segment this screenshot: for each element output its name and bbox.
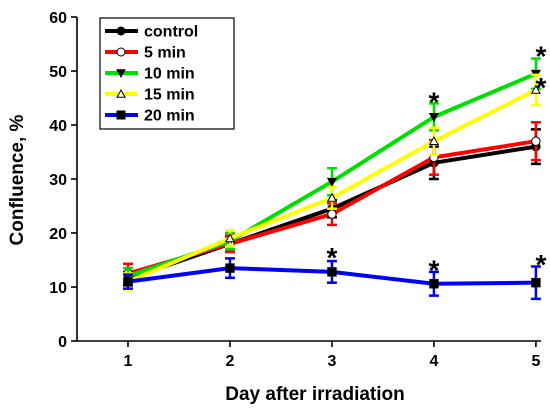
legend-marker <box>116 26 126 36</box>
series-group <box>122 57 541 301</box>
y-tick-label: 50 <box>49 64 67 81</box>
data-point <box>225 263 235 273</box>
legend-marker <box>116 69 126 79</box>
significance-star: * <box>535 249 546 280</box>
x-tick-label: 4 <box>429 353 438 370</box>
data-point <box>530 84 541 94</box>
significance-star: * <box>428 87 439 118</box>
legend-label: control <box>144 24 198 41</box>
data-point <box>531 136 541 146</box>
legend-item-control: control <box>105 24 198 41</box>
series-15-min <box>122 73 541 291</box>
data-point <box>429 279 439 289</box>
legend-label: 5 min <box>144 45 186 62</box>
y-tick-label: 30 <box>49 172 67 189</box>
legend-label: 15 min <box>144 87 195 104</box>
y-tick-label: 60 <box>49 10 67 27</box>
data-point <box>327 209 337 219</box>
data-point <box>224 233 236 243</box>
significance-star: * <box>535 41 546 72</box>
x-tick-label: 5 <box>531 353 540 370</box>
legend-label: 10 min <box>144 66 195 83</box>
data-point <box>326 177 337 187</box>
significance-star: * <box>428 255 439 286</box>
legend-item-5-min: 5 min <box>105 45 186 62</box>
annotations: ****** <box>326 41 546 286</box>
y-axis-label: Confluence, % <box>7 114 28 245</box>
legend-item-10-min: 10 min <box>105 66 195 83</box>
legend-label: 20 min <box>144 108 195 125</box>
y-tick-label: 10 <box>49 280 67 297</box>
legend-item-15-min: 15 min <box>105 87 195 104</box>
x-tick-label: 2 <box>226 353 235 370</box>
y-tick-label: 40 <box>49 118 67 135</box>
x-tick-label: 1 <box>124 353 133 370</box>
series-20-min <box>122 257 541 301</box>
data-point <box>428 113 439 123</box>
legend-marker <box>116 88 126 98</box>
axes: 0 10 20 30 40 50 60 1 2 3 4 5 <box>49 10 541 370</box>
data-point <box>531 277 541 288</box>
significance-star: * <box>326 242 337 273</box>
legend: control 5 min 10 min 15 min 20 min <box>99 17 235 130</box>
x-axis-label: Day after irradiation <box>225 384 405 405</box>
y-tick-label: 0 <box>58 334 67 351</box>
data-point <box>327 267 337 277</box>
y-tick-label: 20 <box>49 226 67 243</box>
data-point <box>428 135 439 146</box>
significance-star: * <box>535 72 546 103</box>
x-tick-label: 3 <box>327 353 336 370</box>
data-point <box>123 276 133 287</box>
legend-item-20-min: 20 min <box>105 108 195 125</box>
legend-marker <box>116 110 126 120</box>
legend-marker <box>116 47 126 57</box>
data-point <box>326 192 337 202</box>
